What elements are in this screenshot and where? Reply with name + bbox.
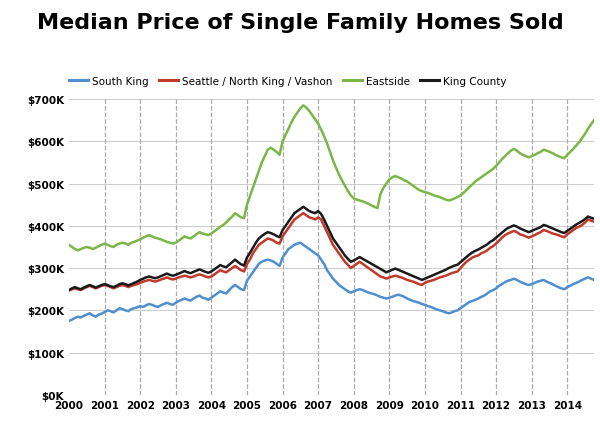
Text: Median Price of Single Family Homes Sold: Median Price of Single Family Homes Sold: [37, 13, 563, 33]
Legend: South King, Seattle / North King / Vashon, Eastside, King County: South King, Seattle / North King / Vasho…: [65, 72, 511, 91]
